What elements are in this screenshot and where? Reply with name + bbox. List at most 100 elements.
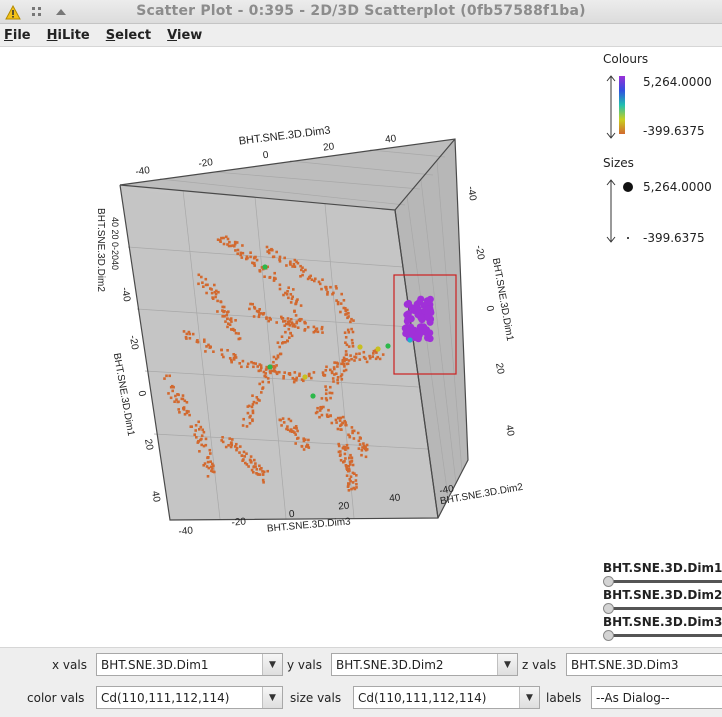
scatter-point bbox=[258, 399, 261, 402]
scatter-point bbox=[342, 356, 346, 360]
scatter-point-cluster bbox=[417, 314, 425, 322]
scatter-point bbox=[335, 361, 339, 365]
menu-hilite[interactable]: HiLite bbox=[46, 27, 90, 43]
scatter-point-accent bbox=[310, 393, 316, 399]
scatter-point bbox=[304, 438, 307, 441]
scatter-point bbox=[306, 444, 310, 447]
scatter-point bbox=[263, 275, 266, 278]
selection-box[interactable] bbox=[393, 274, 457, 375]
scatter-point bbox=[236, 248, 240, 252]
scatter-plot-3d[interactable]: BHT.SNE.3D.Dim3 -40 -20 0 20 40 BHT.SNE.… bbox=[0, 47, 600, 547]
scatter-point bbox=[280, 317, 284, 320]
scatter-point bbox=[249, 255, 252, 259]
size-vals-select[interactable]: Cd(110,111,112,114) ▼ bbox=[353, 686, 540, 709]
scatter-point bbox=[289, 301, 293, 304]
scatter-point bbox=[285, 293, 289, 296]
scatter-point-accent bbox=[357, 344, 363, 350]
sizes-legend-min: -399.6375 bbox=[643, 231, 705, 245]
scatter-point bbox=[293, 265, 297, 268]
axis-top-tick-1: -20 bbox=[198, 157, 214, 170]
scatter-point bbox=[372, 349, 376, 353]
scatter-point bbox=[215, 289, 218, 293]
scatter-point bbox=[187, 330, 191, 334]
scatter-point bbox=[278, 283, 282, 287]
scatter-point bbox=[336, 378, 339, 382]
grid-icon[interactable] bbox=[30, 3, 44, 21]
scatter-point bbox=[335, 299, 338, 302]
slider-dim1-track[interactable] bbox=[605, 580, 722, 583]
slider-dim2-track[interactable] bbox=[605, 607, 722, 610]
scatter-point bbox=[261, 380, 265, 384]
scatter-point bbox=[249, 459, 253, 463]
scatter-point bbox=[355, 474, 358, 477]
scatter-point bbox=[206, 456, 209, 460]
z-vals-select[interactable]: BHT.SNE.3D.Dim3 bbox=[566, 653, 722, 676]
y-vals-label: y vals bbox=[287, 658, 322, 672]
chevron-down-icon[interactable]: ▼ bbox=[497, 654, 517, 675]
axis-right-tick-1: -20 bbox=[473, 244, 486, 261]
chevron-down-icon[interactable]: ▼ bbox=[262, 687, 282, 708]
scatter-point bbox=[228, 357, 232, 360]
scatter-point bbox=[205, 291, 208, 295]
scatter-point bbox=[221, 314, 225, 318]
sizes-legend-title: Sizes bbox=[603, 156, 634, 170]
scatter-point bbox=[314, 277, 317, 281]
scatter-point bbox=[241, 244, 244, 247]
scatter-point bbox=[330, 421, 334, 425]
menu-view[interactable]: View bbox=[167, 27, 203, 43]
scatter-point bbox=[340, 423, 343, 426]
scatter-point bbox=[283, 319, 287, 323]
scatter-point bbox=[307, 374, 311, 378]
x-vals-select[interactable]: BHT.SNE.3D.Dim1 ▼ bbox=[96, 653, 283, 676]
scatter-point bbox=[287, 417, 291, 421]
scatter-point bbox=[289, 293, 293, 296]
scatter-point bbox=[227, 310, 230, 313]
scatter-point bbox=[325, 365, 328, 369]
scatter-point bbox=[348, 469, 351, 472]
chevron-down-icon[interactable]: ▼ bbox=[262, 654, 282, 675]
slider-dim1-knob[interactable] bbox=[603, 576, 614, 587]
scatter-point bbox=[249, 251, 252, 254]
scatter-point bbox=[362, 444, 366, 448]
axis-bottom-tick-4: 40 bbox=[389, 493, 401, 505]
scatter-point bbox=[208, 448, 212, 452]
labels-select[interactable]: --As Dialog-- bbox=[591, 686, 722, 709]
scatter-point bbox=[199, 438, 202, 442]
y-vals-select[interactable]: BHT.SNE.3D.Dim2 ▼ bbox=[331, 653, 518, 676]
scatter-point bbox=[347, 345, 351, 348]
warning-icon[interactable] bbox=[4, 3, 22, 21]
menu-select[interactable]: Select bbox=[105, 27, 152, 43]
scatter-point bbox=[165, 374, 168, 378]
scatter-point bbox=[290, 297, 294, 301]
scatter-point bbox=[324, 369, 328, 372]
menu-file[interactable]: File bbox=[4, 27, 31, 43]
scatter-point bbox=[360, 449, 364, 452]
scatter-point bbox=[229, 317, 233, 320]
scatter-point bbox=[238, 451, 241, 454]
colours-legend-min: -399.6375 bbox=[643, 124, 705, 138]
collapse-up-icon[interactable] bbox=[54, 3, 68, 21]
scatter-point-accent bbox=[385, 343, 391, 349]
scatter-point bbox=[340, 292, 343, 296]
axis-right-tick-0: -40 bbox=[465, 185, 478, 202]
slider-dim3-track[interactable] bbox=[605, 634, 722, 637]
scatter-point bbox=[230, 443, 233, 447]
scatter-point bbox=[360, 453, 363, 457]
color-vals-select[interactable]: Cd(110,111,112,114) ▼ bbox=[96, 686, 283, 709]
menu-bar: File HiLite Select View bbox=[0, 24, 722, 47]
scatter-point bbox=[260, 266, 264, 269]
scatter-point bbox=[294, 433, 297, 436]
axis-right-tick-2: 0 bbox=[484, 305, 496, 313]
scatter-point bbox=[202, 430, 206, 434]
scatter-point bbox=[222, 236, 225, 240]
scatter-point bbox=[266, 377, 270, 380]
scatter-point bbox=[320, 325, 324, 329]
scatter-point bbox=[196, 339, 199, 342]
scatter-point bbox=[351, 471, 355, 475]
slider-dim3-knob[interactable] bbox=[603, 630, 614, 641]
slider-dim2-knob[interactable] bbox=[603, 603, 614, 614]
scatter-point bbox=[185, 332, 189, 336]
scatter-point bbox=[293, 309, 296, 313]
chevron-down-icon[interactable]: ▼ bbox=[519, 687, 539, 708]
scatter-point bbox=[169, 396, 173, 400]
